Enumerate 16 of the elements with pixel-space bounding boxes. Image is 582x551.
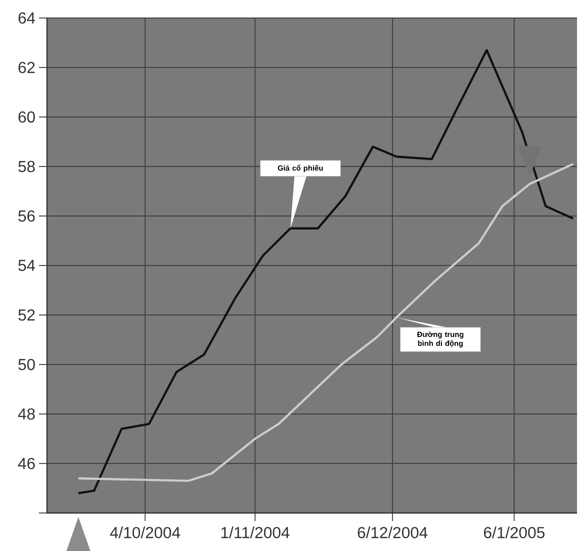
x-tick-label: 1/11/2004 — [221, 526, 290, 538]
y-tick-label: 52 — [18, 309, 35, 321]
x-tick-label: 6/1/2005 — [484, 526, 545, 538]
y-tick-label: 60 — [18, 111, 35, 123]
line-series — [77, 49, 574, 494]
y-tick-label: 48 — [18, 408, 35, 420]
x-tick-label: 6/12/2004 — [358, 526, 428, 538]
y-tick-label: 56 — [18, 210, 35, 222]
x-tick-label: 4/10/2004 — [110, 526, 180, 538]
y-tick-label: 58 — [18, 160, 35, 172]
y-tick-label: 62 — [18, 62, 35, 74]
y-tick-label: 46 — [18, 458, 35, 470]
y-tick-label: 54 — [18, 260, 36, 272]
y-tick-label: 50 — [18, 358, 35, 370]
y-tick-label: 64 — [18, 12, 36, 24]
line-series — [77, 162, 574, 482]
